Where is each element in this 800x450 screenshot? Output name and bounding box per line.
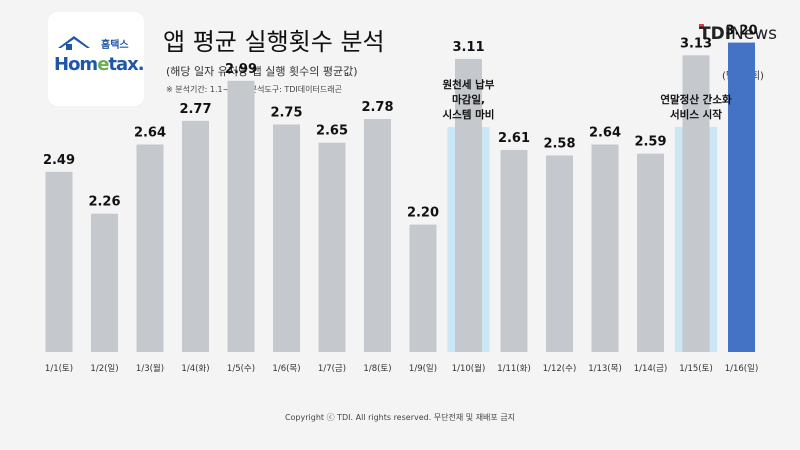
value-label-10: 3.11 [452, 40, 484, 55]
tick-label-7: 1/7(금) [318, 364, 346, 374]
house-roof-icon [58, 36, 90, 50]
tick-label-11: 1/11(화) [497, 364, 531, 374]
value-label-4: 2.77 [179, 102, 211, 117]
tick-label-9: 1/9(일) [409, 364, 437, 374]
bar-9 [409, 224, 437, 352]
tick-label-14: 1/14(금) [634, 364, 668, 374]
tick-label-16: 1/16(일) [725, 364, 759, 374]
tick-label-2: 1/2(일) [90, 364, 118, 374]
tdi-news-brand: TDINews [699, 24, 777, 44]
value-label-3: 2.64 [134, 126, 166, 141]
value-label-15: 3.13 [680, 36, 712, 51]
bar-13 [591, 144, 619, 352]
value-label-12: 2.58 [543, 136, 575, 151]
value-label-14: 2.59 [634, 135, 666, 150]
value-label-5: 2.99 [225, 62, 257, 77]
bar-4 [182, 120, 209, 352]
tick-label-12: 1/12(수) [543, 364, 577, 374]
bar-7 [318, 142, 346, 352]
value-label-13: 2.64 [589, 126, 621, 141]
tick-label-10: 1/10(월) [452, 363, 486, 374]
bar-15 [682, 55, 710, 353]
value-label-1: 2.49 [43, 153, 75, 168]
hometax-logo: 홈택스 Hometax. [48, 12, 145, 106]
annotation-tax-deadline: 원천세 납부 마감일, 시스템 마비 [442, 79, 495, 121]
value-label-11: 2.61 [498, 131, 530, 146]
bar-6 [273, 124, 300, 352]
tick-label-15: 1/15(토) [679, 364, 713, 374]
tick-label-3: 1/3(월) [136, 363, 164, 374]
bar-2 [91, 213, 118, 352]
tick-label-1: 1/1(토) [45, 364, 73, 374]
bar-14 [637, 153, 664, 352]
value-label-6: 2.75 [270, 106, 302, 121]
brand-strong: TDI [699, 24, 732, 44]
logo-part-hom: Hom [54, 54, 98, 75]
value-label-7: 2.65 [316, 124, 348, 139]
tick-label-6: 1/6(목) [272, 364, 300, 374]
bar-3 [136, 144, 164, 352]
copyright: Copyright ⓒ TDI. All rights reserved. 무단… [284, 413, 516, 422]
annotation-year-end-service: 연말정산 간소화 서비스 시작 [660, 94, 732, 121]
bar-1 [45, 171, 73, 352]
logo-part-e: e [97, 54, 109, 75]
value-label-9: 2.20 [407, 206, 439, 221]
tick-label-5: 1/5(수) [227, 364, 255, 374]
tick-label-13: 1/13(목) [588, 364, 622, 374]
brand-mark-icon [699, 24, 704, 29]
bar-11 [500, 149, 528, 352]
page-subtitle: (해당 일자 유저당 앱 실행 횟수의 평균값) [166, 65, 358, 78]
bar-8 [364, 119, 391, 352]
bar-12 [546, 155, 573, 352]
brand-light: News [731, 24, 777, 44]
bar-5 [227, 80, 255, 352]
bar-10 [455, 58, 482, 352]
tick-label-8: 1/8(토) [363, 364, 391, 374]
value-label-2: 2.26 [88, 195, 120, 210]
value-label-8: 2.78 [361, 100, 393, 115]
tick-label-4: 1/4(화) [181, 364, 209, 374]
logo-korean-text: 홈택스 [101, 40, 129, 51]
value-label-16: 3.20 [725, 24, 757, 39]
logo-english-text: Hometax. [54, 54, 145, 75]
page-title: 앱 평균 실행횟수 분석 [163, 28, 385, 56]
bar-16 [728, 42, 755, 352]
logo-part-tax: tax. [108, 54, 144, 75]
